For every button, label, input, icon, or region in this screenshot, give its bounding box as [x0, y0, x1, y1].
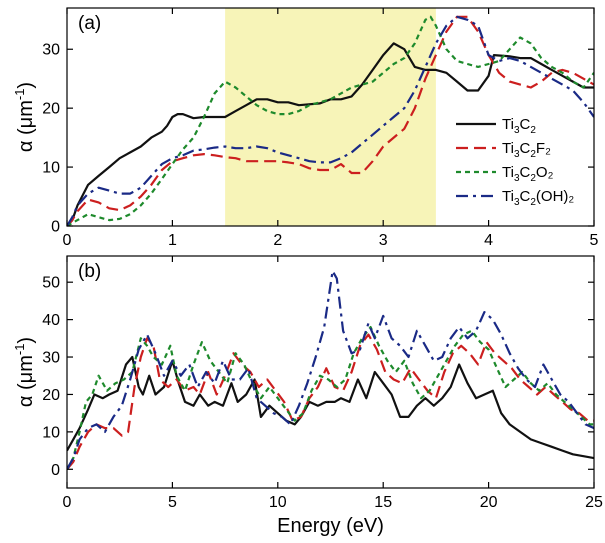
legend: Ti3C2 Ti3C2F₂ Ti3C2O₂ Ti3C2(OH)₂	[456, 116, 574, 208]
y-tick-label: 40	[42, 312, 60, 329]
x-tick-label: 1	[168, 232, 177, 249]
y-tick-label: 10	[42, 424, 60, 441]
x-tick-label: 3	[379, 232, 388, 249]
y-tick-label: 20	[42, 387, 60, 404]
x-tick-label: 10	[269, 494, 287, 511]
panel-label: (b)	[78, 261, 101, 282]
x-tick-label: 15	[374, 494, 392, 511]
x-tick-label: 5	[168, 494, 177, 511]
y-axis-title: α (μm-1)	[12, 337, 37, 407]
x-tick-label: 20	[480, 494, 498, 511]
y-tick-label: 0	[51, 219, 60, 236]
series-line-ti3c2oh2	[67, 15, 594, 226]
y-tick-label: 30	[42, 350, 60, 367]
panel-b: 0 5 10 15 20 25 0 10 20 30 40 50 (b) α (μm-1) Energy (…	[12, 255, 603, 537]
panel-label: (a)	[78, 13, 101, 34]
x-tick-label: 25	[585, 494, 603, 511]
legend-label: Ti3C2O₂	[502, 164, 554, 184]
plot-frame	[66, 7, 595, 227]
y-axis-title: α (μm-1)	[12, 82, 37, 152]
x-tick-label: 5	[590, 232, 599, 249]
y-tick-label: 0	[51, 462, 60, 479]
series-group	[67, 15, 594, 226]
series-line-ti3c2o2	[67, 326, 594, 470]
y-tick-label: 50	[42, 275, 60, 292]
x-tick-label: 4	[484, 232, 493, 249]
series-group	[67, 269, 594, 471]
plot-frame	[66, 255, 595, 489]
x-axis-title: Energy (eV)	[277, 515, 384, 537]
series-line-ti3c2o2	[67, 15, 594, 226]
series-line-ti3c2f2	[67, 333, 594, 471]
legend-label: Ti3C2	[502, 116, 536, 136]
legend-label: Ti3C2(OH)₂	[502, 188, 574, 208]
x-tick-label: 0	[63, 494, 72, 511]
y-tick-label: 20	[42, 101, 60, 118]
legend-label: Ti3C2F₂	[502, 140, 551, 160]
highlight-band	[225, 8, 436, 226]
series-line-ti3c2oh2	[67, 269, 594, 470]
series-line-ti3c2f2	[67, 15, 594, 226]
x-tick-label: 0	[63, 232, 72, 249]
y-tick-label: 10	[42, 160, 60, 177]
y-tick-label: 30	[42, 42, 60, 59]
x-tick-label: 2	[273, 232, 282, 249]
